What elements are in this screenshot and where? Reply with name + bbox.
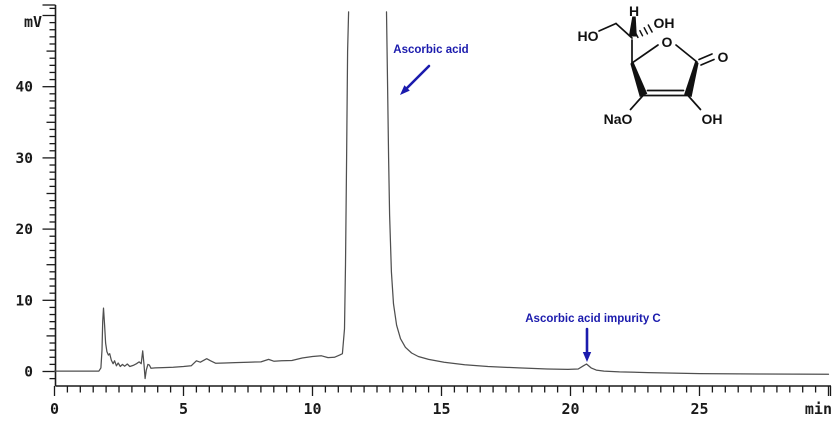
bond	[631, 44, 659, 64]
wedge-bond	[628, 16, 637, 37]
atom-label-h: H	[629, 3, 639, 19]
hash-bond	[635, 24, 653, 39]
x-tick-label: 10	[303, 400, 321, 418]
atom-label-ring-o: O	[662, 34, 673, 50]
y-axis-unit-label: mV	[24, 13, 42, 31]
wedge-bond	[630, 62, 648, 97]
bond	[687, 94, 702, 111]
y-tick-label: 10	[16, 293, 33, 309]
bond	[675, 44, 698, 63]
annotation-main-peak: Ascorbic acid	[393, 44, 469, 95]
arrow-down-left-icon	[400, 64, 431, 95]
axes-layer: 0 10 20 30 40 0 5 10 15 20 25	[16, 4, 832, 418]
x-tick-label: 15	[432, 400, 450, 418]
y-tick-label: 40	[16, 80, 33, 96]
main-peak-label: Ascorbic acid	[393, 44, 468, 56]
x-tick-label: 20	[561, 400, 579, 418]
arrow-down-icon	[582, 327, 592, 362]
atom-label-nao: NaO	[604, 111, 633, 127]
y-tick-label: 30	[16, 151, 33, 167]
y-tick-label: 0	[24, 365, 33, 381]
bond	[629, 94, 644, 111]
impurity-peak-label: Ascorbic acid impurity C	[525, 313, 660, 325]
atom-label-ho: HO	[578, 28, 599, 44]
x-tick-label: 0	[50, 400, 59, 418]
x-tick-label: 25	[690, 400, 708, 418]
atom-label-oh-top: OH	[654, 15, 675, 31]
molecule-structure: H OH HO O O NaO OH	[578, 3, 729, 127]
wedge-bond	[684, 61, 699, 97]
x-tick-label: 5	[179, 400, 188, 418]
trace-path	[53, 11, 830, 380]
trace-layer	[53, 11, 830, 380]
annotation-impurity-peak: Ascorbic acid impurity C	[525, 313, 661, 362]
bond	[598, 22, 617, 32]
x-axis-unit-label: min	[805, 400, 832, 418]
atom-label-carbonyl-o: O	[718, 49, 729, 65]
double-bond	[698, 53, 713, 61]
y-tick-label: 20	[16, 222, 33, 238]
atom-label-oh-bottom: OH	[702, 111, 723, 127]
double-bond	[700, 58, 715, 66]
